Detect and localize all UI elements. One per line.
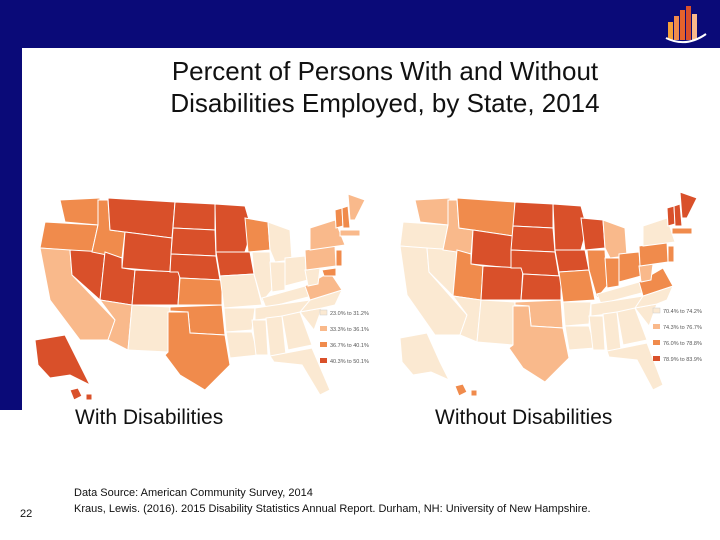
state-georgia [281, 311, 313, 351]
state-arkansas [223, 307, 256, 333]
title-line-1: Percent of Persons With and Without [171, 56, 599, 86]
state-hawaii [454, 383, 478, 397]
state-new-jersey [667, 245, 675, 263]
legend-label-3: 36.7% to 40.1% [330, 343, 369, 349]
legend-swatch-3 [320, 342, 327, 347]
state-west-virginia [304, 267, 321, 287]
state-alaska [34, 334, 92, 387]
legend-label-1: 23.0% to 31.2% [330, 311, 369, 317]
legend-label-4: 40.3% to 50.1% [330, 359, 369, 365]
legend-with-disabilities: 23.0% to 31.2% 33.3% to 36.1% 36.7% to 4… [319, 309, 369, 365]
legend-swatch-1 [319, 309, 328, 316]
state-florida [269, 347, 331, 396]
state-texas [164, 311, 231, 391]
state-arizona [451, 295, 482, 343]
state-massachusetts [339, 229, 361, 237]
state-washington [414, 197, 451, 226]
state-iowa [215, 251, 255, 277]
state-maine [679, 191, 698, 219]
slide-title: Percent of Persons With and Without Disa… [70, 55, 700, 119]
state-south-dakota [170, 227, 217, 257]
state-alaska [399, 332, 451, 382]
state-indiana [269, 261, 286, 293]
legend-label-1: 70.4% to 74.2% [663, 309, 702, 315]
state-maine [347, 193, 366, 221]
legend-swatch-2 [320, 326, 327, 331]
state-florida [606, 342, 664, 391]
state-oregon [39, 221, 99, 253]
data-source: Data Source: American Community Survey, … [74, 485, 591, 517]
legend-label-3: 76.0% to 78.8% [663, 341, 702, 347]
state-georgia [616, 307, 648, 346]
state-kansas [177, 277, 223, 306]
state-mississippi [588, 315, 606, 351]
state-oregon [399, 221, 449, 251]
legend-without-disabilities: 70.4% to 74.2% 74.3% to 76.7% 76.0% to 7… [652, 307, 702, 363]
state-texas [508, 305, 570, 383]
legend-label-2: 33.3% to 36.1% [330, 327, 369, 333]
legend-swatch-4 [653, 356, 660, 361]
state-michigan [267, 221, 293, 263]
state-kansas [520, 273, 562, 301]
state-new-hampshire [673, 203, 683, 227]
state-louisiana [225, 331, 259, 359]
state-new-mexico [476, 299, 516, 346]
title-line-2: Disabilities Employed, by State, 2014 [170, 88, 600, 118]
us-map-without-disabilities: 70.4% to 74.2% 74.3% to 76.7% 76.0% to 7… [399, 191, 702, 397]
state-wisconsin [244, 217, 271, 253]
left-banner-diagonal [0, 300, 22, 410]
state-illinois [251, 251, 273, 304]
state-new-mexico [127, 304, 171, 353]
state-ohio [284, 255, 309, 287]
state-west-virginia [638, 263, 654, 283]
legend-label-4: 78.9% to 83.9% [663, 357, 702, 363]
page-number: 22 [20, 508, 33, 520]
state-hawaii [69, 387, 93, 401]
state-michigan [602, 219, 628, 259]
state-missouri [558, 269, 596, 303]
state-missouri [219, 273, 263, 309]
state-illinois [586, 249, 608, 300]
state-massachusetts [671, 227, 693, 235]
legend-swatch-4 [320, 358, 327, 363]
source-line-1: Data Source: American Community Survey, … [74, 487, 313, 499]
state-arizona [98, 299, 133, 351]
state-virginia [304, 271, 343, 301]
caption-with-disabilities: With Disabilities [75, 406, 224, 429]
state-arkansas [562, 301, 592, 327]
state-new-york [642, 217, 676, 247]
state-ohio [618, 251, 642, 283]
state-north-dakota [172, 201, 216, 231]
state-new-jersey [335, 249, 343, 267]
state-colorado [131, 269, 181, 306]
caption-without-disabilities: Without Disabilities [435, 406, 613, 429]
state-wyoming [470, 229, 514, 269]
legend-label-2: 74.3% to 76.7% [663, 325, 702, 331]
state-south-dakota [510, 225, 556, 253]
state-wyoming [121, 231, 173, 273]
state-north-dakota [512, 201, 554, 229]
bar-logo-icon [665, 6, 707, 44]
state-indiana [604, 257, 620, 289]
state-washington [59, 197, 101, 226]
top-banner [0, 0, 720, 48]
state-wisconsin [580, 217, 606, 251]
state-colorado [480, 265, 524, 301]
state-new-hampshire [341, 205, 351, 229]
us-map-with-disabilities: 23.0% to 31.2% 33.3% to 36.1% 36.7% to 4… [34, 193, 369, 401]
state-iowa [554, 249, 590, 273]
state-virginia [638, 267, 674, 297]
legend-swatch-2 [653, 324, 660, 329]
legend-swatch-3 [653, 340, 660, 345]
source-line-2: Kraus, Lewis. (2016). 2015 Disability St… [74, 503, 591, 515]
legend-swatch-1 [652, 307, 661, 314]
state-mississippi [251, 319, 269, 356]
state-maryland [321, 267, 337, 277]
